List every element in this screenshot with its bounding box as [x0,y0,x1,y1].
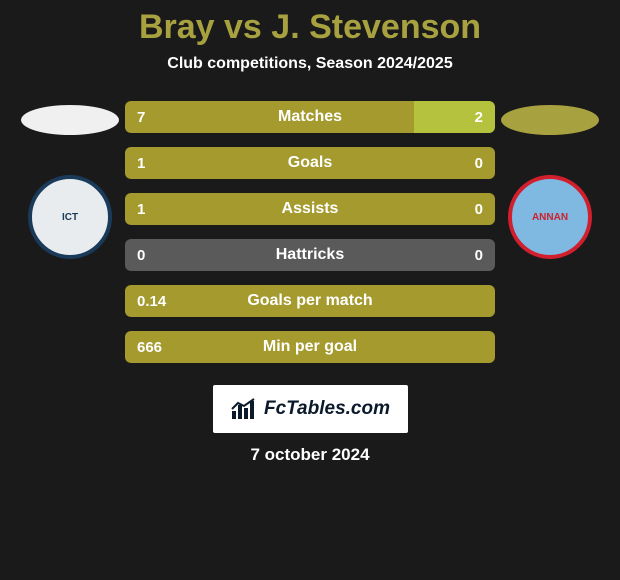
stat-value-right: 0 [463,193,495,225]
comparison-card: Bray vs J. Stevenson Club competitions, … [0,0,620,465]
stat-row: 00Hattricks [125,239,495,271]
stat-row: 10Assists [125,193,495,225]
right-team-column: ANNAN [495,95,605,259]
stat-row: 72Matches [125,101,495,133]
stat-row: 0.14Goals per match [125,285,495,317]
right-team-crest: ANNAN [508,175,592,259]
left-team-column: ICT [15,95,125,259]
stat-value-right: 0 [463,147,495,179]
player2-name: J. Stevenson [271,8,481,46]
stat-value-left: 7 [125,101,414,133]
player1-name: Bray [139,8,215,46]
stat-bars: 72Matches 10Goals 10Assists 00Hattricks 0.14… [125,95,495,363]
stat-row: 666Min per goal [125,331,495,363]
brand-badge: FcTables.com [213,385,408,433]
date-text: 7 october 2024 [10,445,610,465]
vs-text: vs [224,8,262,46]
brand-chart-icon [230,397,258,421]
left-ellipse-icon [21,105,119,135]
stat-value-left: 666 [125,331,495,363]
right-crest-text: ANNAN [532,212,568,223]
stat-value-left: 1 [125,147,495,179]
left-crest-text: ICT [62,212,78,223]
stat-value-right: 2 [414,101,495,133]
stat-value-right: 0 [310,239,495,271]
right-ellipse-icon [501,105,599,135]
brand-text: FcTables.com [264,398,390,420]
stat-row: 10Goals [125,147,495,179]
comparison-arena: ICT 72Matches 10Goals 10Assists 00Hattricks… [10,95,610,363]
stat-value-left: 0 [125,239,310,271]
title: Bray vs J. Stevenson [10,8,610,47]
stat-value-left: 1 [125,193,495,225]
subtitle: Club competitions, Season 2024/2025 [10,55,610,73]
left-team-crest: ICT [28,175,112,259]
stat-value-left: 0.14 [125,285,495,317]
